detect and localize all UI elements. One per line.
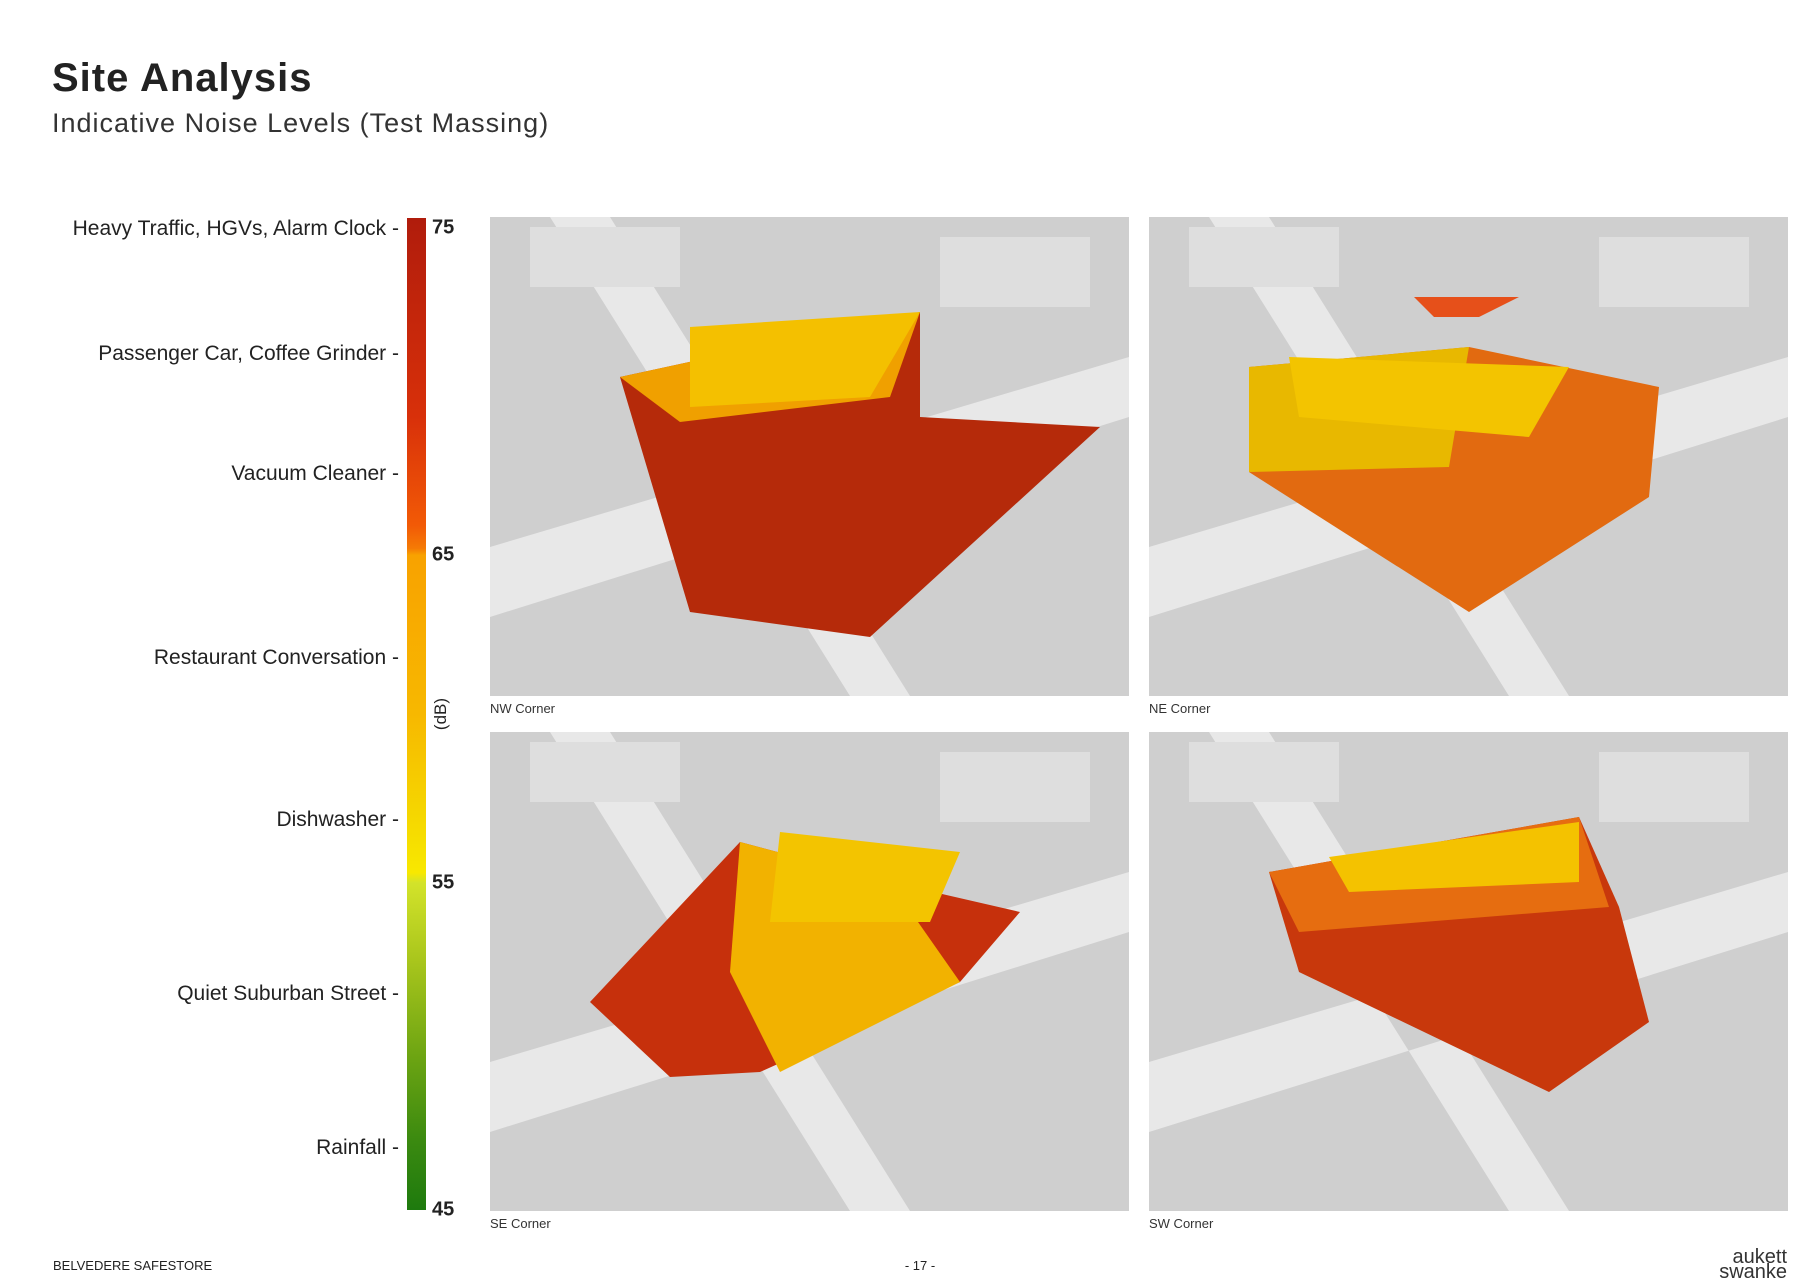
scale-label: Vacuum Cleaner - bbox=[231, 462, 399, 485]
scale-tick: 75 bbox=[432, 216, 455, 239]
site-view bbox=[490, 732, 1129, 1211]
scale-label: Restaurant Conversation - bbox=[153, 646, 399, 669]
view-render bbox=[490, 732, 1129, 1211]
title: Site Analysis bbox=[52, 56, 313, 100]
logo-top: aukett bbox=[1732, 1246, 1787, 1268]
view-caption: SW Corner bbox=[1149, 1216, 1214, 1231]
view-render bbox=[490, 217, 1129, 696]
view-render bbox=[1149, 217, 1788, 696]
color-scale bbox=[407, 218, 426, 1210]
scale-label: Passenger Car, Coffee Grinder - bbox=[98, 342, 399, 365]
scale-label: Rainfall - bbox=[316, 1136, 399, 1159]
scale-label: Dishwasher - bbox=[276, 808, 399, 831]
view-render bbox=[1149, 732, 1788, 1211]
site-view bbox=[490, 217, 1129, 696]
scale-tick: 65 bbox=[432, 543, 455, 566]
scale-tick: 45 bbox=[432, 1198, 455, 1221]
scale-unit: (dB) bbox=[431, 697, 451, 731]
subtitle: Indicative Noise Levels (Test Massing) bbox=[52, 108, 550, 138]
scale-label: Quiet Suburban Street - bbox=[177, 982, 399, 1005]
scale-tick: 55 bbox=[432, 871, 455, 894]
project-name: BELVEDERE SAFESTORE bbox=[53, 1258, 213, 1273]
page-number: - 17 - bbox=[904, 1258, 936, 1273]
scale-label: Heavy Traffic, HGVs, Alarm Clock - bbox=[72, 217, 399, 240]
logo-bottom: swanke bbox=[1719, 1261, 1787, 1283]
logo: aukett swanke bbox=[1719, 1246, 1787, 1283]
view-caption: NE Corner bbox=[1149, 701, 1211, 716]
site-view bbox=[1149, 732, 1788, 1211]
view-caption: NW Corner bbox=[490, 701, 556, 716]
site-view bbox=[1149, 217, 1788, 696]
view-caption: SE Corner bbox=[490, 1216, 551, 1231]
